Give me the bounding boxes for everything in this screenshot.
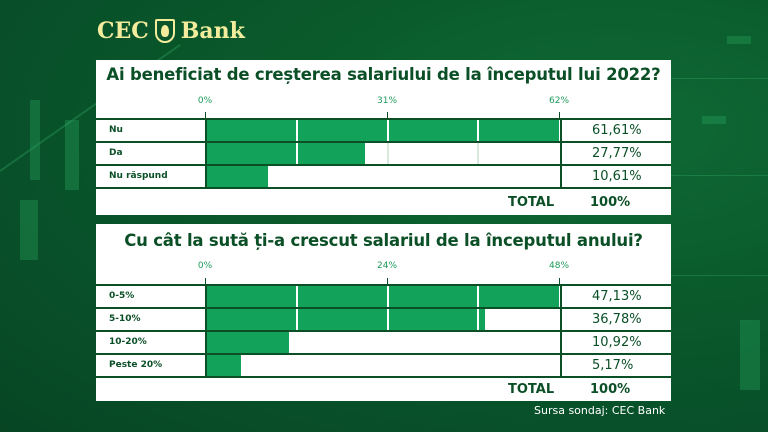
background-candle bbox=[20, 200, 38, 260]
row-value: 27,77% bbox=[560, 143, 671, 164]
chart-title: Ai beneficiat de creșterea salariului de… bbox=[106, 65, 661, 84]
background-grid-line bbox=[671, 275, 768, 276]
chart-row: 10-20% 10,92% bbox=[96, 330, 671, 353]
background-candle bbox=[65, 120, 79, 190]
bar-track bbox=[205, 143, 560, 164]
row-label: Da bbox=[109, 148, 123, 158]
gridline bbox=[477, 286, 479, 307]
total-value: 100% bbox=[590, 382, 631, 397]
bar-track bbox=[205, 355, 560, 376]
bar-track bbox=[205, 332, 560, 353]
axis-tick bbox=[387, 112, 388, 118]
bar bbox=[207, 332, 289, 353]
background-grid-line bbox=[671, 78, 768, 79]
bar-track bbox=[205, 309, 560, 330]
chart-row: 0-5% 47,13% bbox=[96, 284, 671, 307]
gridline bbox=[477, 120, 479, 141]
axis-tick-label: 24% bbox=[376, 261, 398, 271]
row-value: 10,61% bbox=[560, 166, 671, 187]
gridline bbox=[296, 309, 298, 330]
total-row: TOTAL 100% bbox=[96, 376, 671, 401]
chart-panel-salary-increase: Ai beneficiat de creșterea salariului de… bbox=[96, 60, 671, 215]
gridline bbox=[387, 309, 389, 330]
gridline bbox=[296, 143, 298, 164]
row-label: Peste 20% bbox=[109, 360, 163, 370]
bar bbox=[207, 120, 559, 141]
bar bbox=[207, 143, 365, 164]
gridline bbox=[296, 286, 298, 307]
row-value: 47,13% bbox=[560, 286, 671, 307]
axis-tick-label: 62% bbox=[548, 96, 570, 106]
background-candle bbox=[740, 320, 760, 390]
chart-title: Cu cât la sută ți-a crescut salariul de … bbox=[124, 231, 643, 250]
bar bbox=[207, 355, 241, 376]
axis-tick-label: 0% bbox=[197, 96, 213, 106]
bar bbox=[207, 309, 485, 330]
total-value: 100% bbox=[590, 195, 631, 210]
source-caption: Sursa sondaj: CEC Bank bbox=[534, 404, 666, 417]
background-candle bbox=[30, 100, 40, 180]
row-value: 10,92% bbox=[560, 332, 671, 353]
background-candle bbox=[727, 36, 751, 44]
bar-track bbox=[205, 166, 560, 187]
chart-panel-salary-increase-percent: Cu cât la sută ți-a crescut salariul de … bbox=[96, 224, 671, 401]
oak-leaf-shield-icon bbox=[154, 19, 175, 43]
total-label: TOTAL bbox=[508, 195, 555, 210]
bar-track bbox=[205, 286, 560, 307]
chart-row: Nu 61,61% bbox=[96, 118, 671, 141]
brand-name-right: Bank bbox=[180, 18, 245, 44]
brand-name-left: CEC bbox=[97, 18, 149, 44]
row-value: 5,17% bbox=[560, 355, 671, 376]
axis-tick bbox=[559, 112, 560, 118]
axis-tick-label: 48% bbox=[548, 261, 570, 271]
gridline bbox=[387, 120, 389, 141]
gridline bbox=[296, 120, 298, 141]
axis-tick bbox=[387, 278, 388, 284]
row-label: Nu răspund bbox=[109, 171, 168, 181]
row-label: Nu bbox=[109, 125, 123, 135]
axis-tick-label: 0% bbox=[197, 261, 213, 271]
gridline bbox=[477, 143, 479, 164]
axis-tick bbox=[205, 278, 206, 284]
background-grid-line bbox=[671, 175, 768, 176]
axis-tick-label: 31% bbox=[376, 96, 398, 106]
axis-tick bbox=[205, 112, 206, 118]
row-label: 0-5% bbox=[109, 291, 135, 301]
gridline bbox=[477, 309, 479, 330]
row-value: 61,61% bbox=[560, 120, 671, 141]
chart-row: Da 27,77% bbox=[96, 141, 671, 164]
bar bbox=[207, 286, 559, 307]
gridline bbox=[387, 143, 389, 164]
cec-bank-logo: CEC Bank bbox=[97, 14, 245, 48]
total-label: TOTAL bbox=[508, 382, 555, 397]
bar-track bbox=[205, 120, 560, 141]
gridline bbox=[387, 286, 389, 307]
row-label: 5-10% bbox=[109, 314, 141, 324]
total-row: TOTAL 100% bbox=[96, 187, 671, 215]
background-candle bbox=[702, 116, 726, 124]
chart-row: Nu răspund 10,61% bbox=[96, 164, 671, 187]
chart-row: 5-10% 36,78% bbox=[96, 307, 671, 330]
chart-row: Peste 20% 5,17% bbox=[96, 353, 671, 376]
axis-tick bbox=[559, 278, 560, 284]
row-value: 36,78% bbox=[560, 309, 671, 330]
row-label: 10-20% bbox=[109, 337, 147, 347]
bar bbox=[207, 166, 268, 187]
